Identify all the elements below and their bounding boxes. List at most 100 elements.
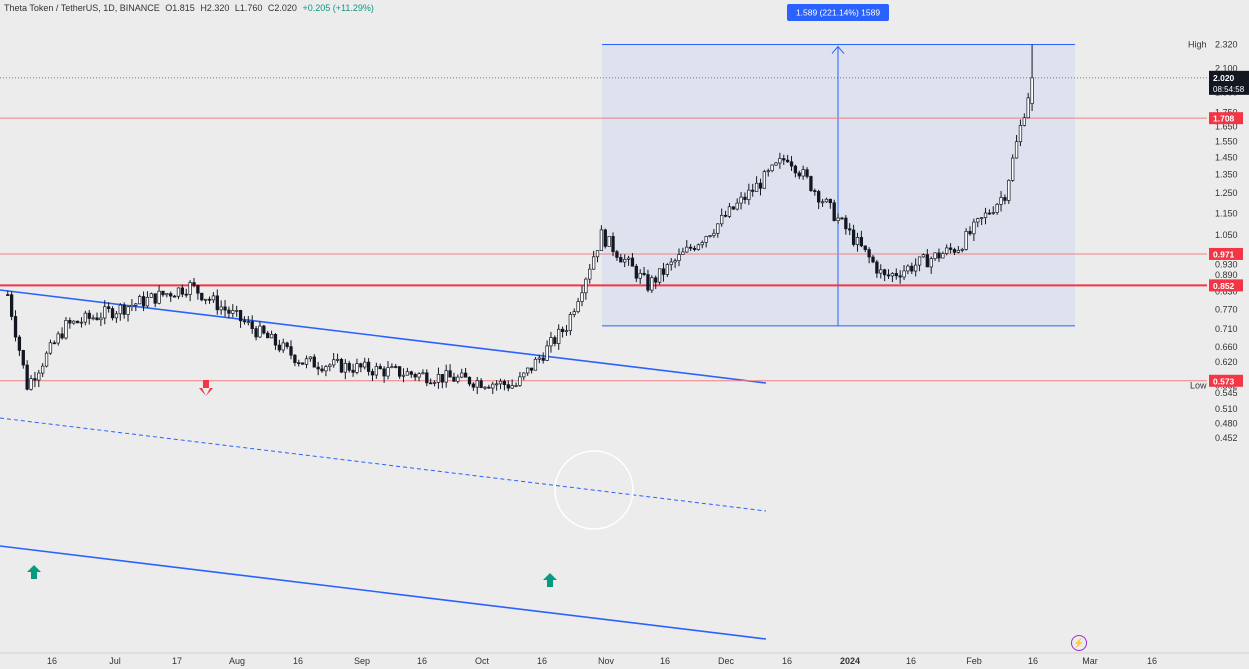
candle [960,247,964,253]
candle [312,354,316,368]
high-label: High [1188,40,1207,50]
candle [238,309,243,328]
candle [324,364,328,377]
time-tick: 16 [782,656,792,666]
candle [875,259,879,278]
candle [258,321,262,339]
candle [192,277,196,288]
candle [211,292,216,303]
candle [832,199,836,222]
candle [603,228,607,249]
candle [910,262,914,275]
level-price-text: 0.971 [1213,249,1235,259]
arrow-down-icon [199,380,213,396]
candle [716,223,720,238]
candle [176,287,181,300]
last-price-text: 2.020 [1213,73,1235,83]
candle [1011,154,1015,182]
candle [498,378,503,390]
candle [805,167,809,179]
candle [941,251,945,259]
candle [130,299,134,312]
channel-upper-trendline[interactable] [0,289,767,384]
candle [184,288,188,298]
price-tick: 0.620 [1215,357,1238,367]
candle [21,349,25,369]
lightning-icon[interactable]: ⚡ [1071,635,1087,651]
candle [553,335,557,347]
time-tick: 17 [172,656,182,666]
candle [557,324,561,350]
candle [526,367,530,376]
candle [401,368,406,383]
candle [351,363,355,377]
candle [867,247,871,264]
time-tick: 16 [293,656,303,666]
channel-lower-trendline[interactable] [0,545,767,640]
candle [242,316,247,325]
price-tick: 2.320 [1215,40,1238,50]
candle [328,363,332,372]
candle [436,367,441,389]
candle [1022,113,1026,127]
candle [894,268,898,280]
candle [429,378,433,385]
range-arrow-head [831,45,845,54]
candle [537,354,541,364]
arrow-up-icon [543,573,557,587]
candle [308,356,313,362]
candle [502,379,507,391]
candle [366,358,371,376]
candle [1007,179,1011,204]
candle [824,197,829,203]
candle [467,376,472,387]
candle [879,264,883,279]
candle [421,369,425,375]
candle [595,250,600,263]
candle [75,320,80,324]
candle [41,363,45,378]
candle [591,250,596,270]
candle [297,359,301,367]
candle [432,380,437,387]
candle [394,364,398,369]
candle [452,372,456,382]
candle [751,183,755,197]
candle [269,330,274,339]
candle [347,360,351,373]
candle [743,192,747,204]
channel-mid-trendline[interactable] [0,417,767,512]
level-price-text: 0.573 [1213,376,1235,386]
time-tick: Aug [229,656,245,666]
candle [836,213,840,224]
candle [692,245,697,252]
candle [491,381,495,395]
candle [568,312,573,336]
candle [157,285,161,305]
candle [937,248,941,262]
candle [254,325,258,341]
candle [665,263,670,277]
price-tick: 1.450 [1215,153,1238,163]
candle [863,245,867,253]
candle [207,296,212,304]
price-tick: 1.650 [1215,121,1238,131]
candle [797,170,801,180]
candle [840,216,844,220]
candle [87,310,91,325]
candle [778,152,782,169]
time-tick: 16 [537,656,547,666]
candle [855,232,860,252]
candle [545,340,549,362]
candle [560,326,565,338]
candle [882,268,887,282]
candle [72,320,76,325]
arrow-up-icon [27,565,41,579]
candle [386,361,390,380]
candle [122,302,126,319]
candle [774,161,778,166]
candle [782,154,786,166]
candle [463,367,468,378]
candle [215,289,219,315]
